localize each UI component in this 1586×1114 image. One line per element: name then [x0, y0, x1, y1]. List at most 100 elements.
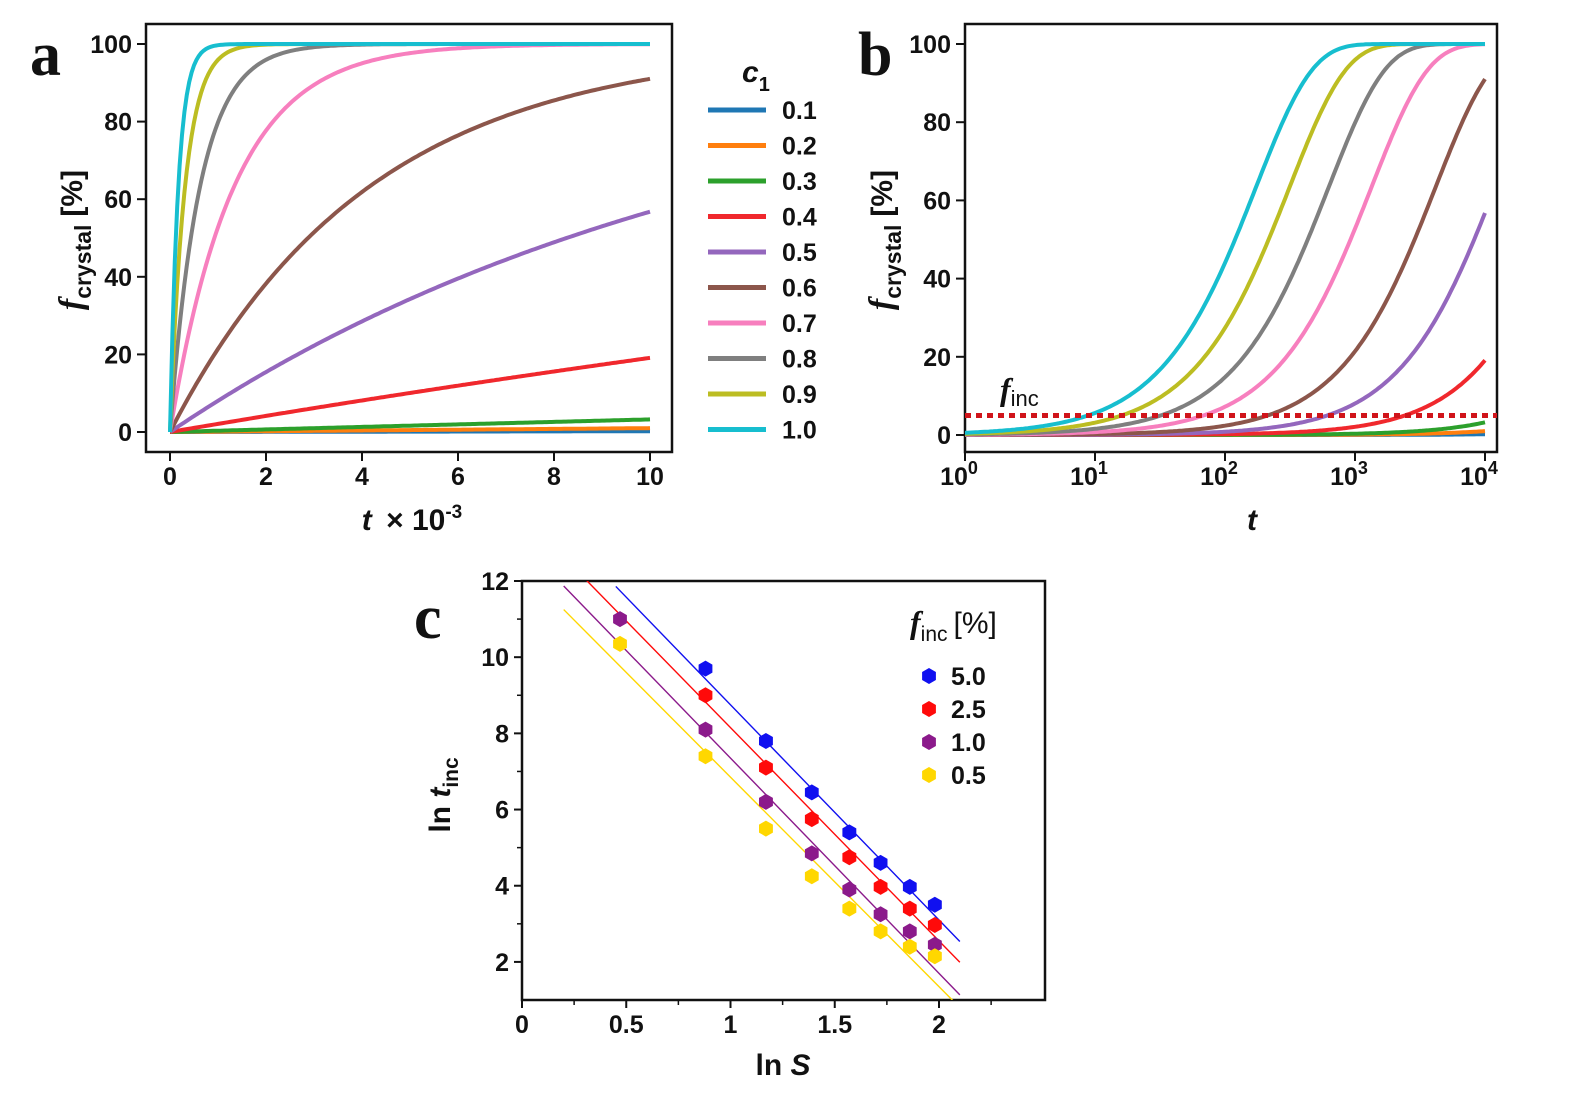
data-point-5.0: [902, 878, 917, 895]
data-point-0.5: [759, 820, 773, 837]
data-point-5.0: [804, 784, 819, 801]
data-point-5.0: [873, 854, 888, 871]
series-line-1.0: [965, 42, 1485, 435]
panel-c-x-axis-label: ln S: [755, 1049, 810, 1082]
legend-label-0.8: 0.8: [782, 346, 817, 374]
x-tick-label: 104: [1460, 458, 1498, 491]
finc-legend: finc [%] 5.0 2.5 1.0 0.5: [910, 604, 997, 790]
series-line-0.3: [169, 417, 651, 434]
series-line-1.0: [168, 42, 650, 433]
y-tick-label: 4: [495, 873, 509, 901]
y-tick-label: 0: [937, 422, 951, 450]
x-tick-label: 8: [547, 463, 561, 491]
y-tick-label: 20: [923, 344, 951, 372]
panel-b-y-axis-label: fcrystal[%]: [863, 170, 906, 310]
legend-label-0.6: 0.6: [782, 275, 817, 303]
fit-line-5.0: [615, 585, 961, 943]
legend-label-0.7: 0.7: [782, 310, 817, 338]
data-point-0.5: [804, 868, 819, 885]
data-point-5.0: [927, 896, 942, 913]
series-line-0.8: [965, 42, 1485, 437]
data-point-2.5: [804, 811, 819, 828]
y-tick-label: 8: [495, 720, 509, 748]
legend-label-0.1: 0.1: [782, 97, 817, 125]
series-line-0.5: [965, 212, 1487, 437]
data-point-1.0: [698, 721, 713, 738]
legend-label-5.0: 5.0: [951, 663, 986, 691]
data-point-0.5: [902, 938, 917, 955]
data-point-1.0: [902, 923, 917, 940]
y-tick-label: 20: [104, 341, 132, 369]
x-tick-label: 1.5: [817, 1011, 852, 1039]
panel-c-plot: 0 0.5 1 1.5 2 2 4 6 8 10 12: [481, 568, 1047, 1039]
data-point-5.0: [759, 733, 773, 749]
legend-label-1.0: 1.0: [782, 417, 817, 445]
data-point-2.5: [927, 917, 942, 933]
legend-label-2.5: 2.5: [951, 696, 986, 724]
x-tick-label: 1: [724, 1011, 738, 1039]
data-point-2.5: [902, 900, 917, 917]
data-point-2.5: [842, 849, 857, 866]
y-tick-label: 2: [495, 949, 509, 977]
x-tick-label: 100: [940, 458, 978, 491]
data-point-1.0: [804, 845, 819, 862]
data-point-0.5: [613, 635, 627, 652]
panel-c-frame: [520, 579, 1047, 1002]
panel-a-frame: [144, 22, 674, 454]
y-tick-label: 80: [923, 109, 951, 137]
y-tick-label: 60: [104, 186, 132, 214]
y-tick-label: 40: [104, 264, 132, 292]
legend-marker-1.0: [922, 734, 936, 750]
x-tick-label: 2: [932, 1011, 946, 1039]
y-tick-label: 100: [90, 31, 132, 59]
panel-b-letter: b: [858, 21, 892, 89]
legend-a-title: c1: [742, 56, 770, 96]
x-tick-label: 0.5: [609, 1011, 644, 1039]
y-tick-label: 6: [495, 797, 509, 825]
data-point-5.0: [842, 824, 857, 841]
legend-c-title: finc [%]: [910, 604, 997, 646]
y-tick-label: 100: [909, 31, 951, 59]
data-point-0.5: [873, 923, 888, 940]
legend-label-0.4: 0.4: [782, 204, 817, 232]
data-point-0.5: [698, 748, 713, 765]
legend-marker-0.5: [922, 767, 936, 783]
series-line-0.7: [168, 42, 650, 433]
legend-label-1.0: 1.0: [951, 729, 986, 757]
panel-a-letter: a: [30, 21, 61, 89]
data-point-2.5: [698, 687, 713, 704]
series-line-0.6: [168, 76, 651, 433]
panel-b-frame: [963, 22, 1499, 454]
panel-b-plot: 100 101 102 103 104 0 20 40 60 80 100: [909, 22, 1499, 491]
legend-label-0.9: 0.9: [782, 381, 817, 409]
fit-line-1.0: [563, 585, 961, 996]
x-tick-label: 101: [1070, 458, 1108, 491]
legend-label-0.5: 0.5: [951, 762, 986, 790]
data-point-2.5: [759, 759, 773, 776]
data-point-2.5: [873, 878, 888, 895]
series-line-0.8: [168, 42, 650, 433]
y-tick-label: 40: [923, 266, 951, 294]
x-tick-label: 10: [636, 463, 664, 491]
panel-a-y-axis-label: fcrystal[%]: [53, 170, 96, 310]
series-line-0.9: [168, 42, 650, 433]
data-point-1.0: [842, 881, 857, 898]
panel-a-x-axis-label: t × 10-3: [362, 502, 462, 537]
legend-label-0.2: 0.2: [782, 133, 817, 161]
legend-label-0.3: 0.3: [782, 168, 817, 196]
y-tick-label: 10: [481, 644, 509, 672]
data-point-1.0: [613, 611, 627, 628]
legend-marker-5.0: [922, 668, 936, 684]
c1-legend: c1 0.1 0.2 0.3 0.4 0.5 0.6 0.7 0.8 0.9 1.0: [708, 56, 817, 445]
series-line-0.4: [169, 355, 651, 434]
fit-line-0.5: [563, 609, 954, 1000]
y-tick-label: 80: [104, 109, 132, 137]
x-tick-label: 0: [163, 463, 177, 491]
finc-reference-label: finc: [1000, 371, 1039, 411]
x-tick-label: 103: [1330, 458, 1368, 491]
data-point-0.5: [842, 900, 857, 917]
data-point-5.0: [698, 660, 713, 677]
series-line-0.6: [965, 78, 1487, 437]
